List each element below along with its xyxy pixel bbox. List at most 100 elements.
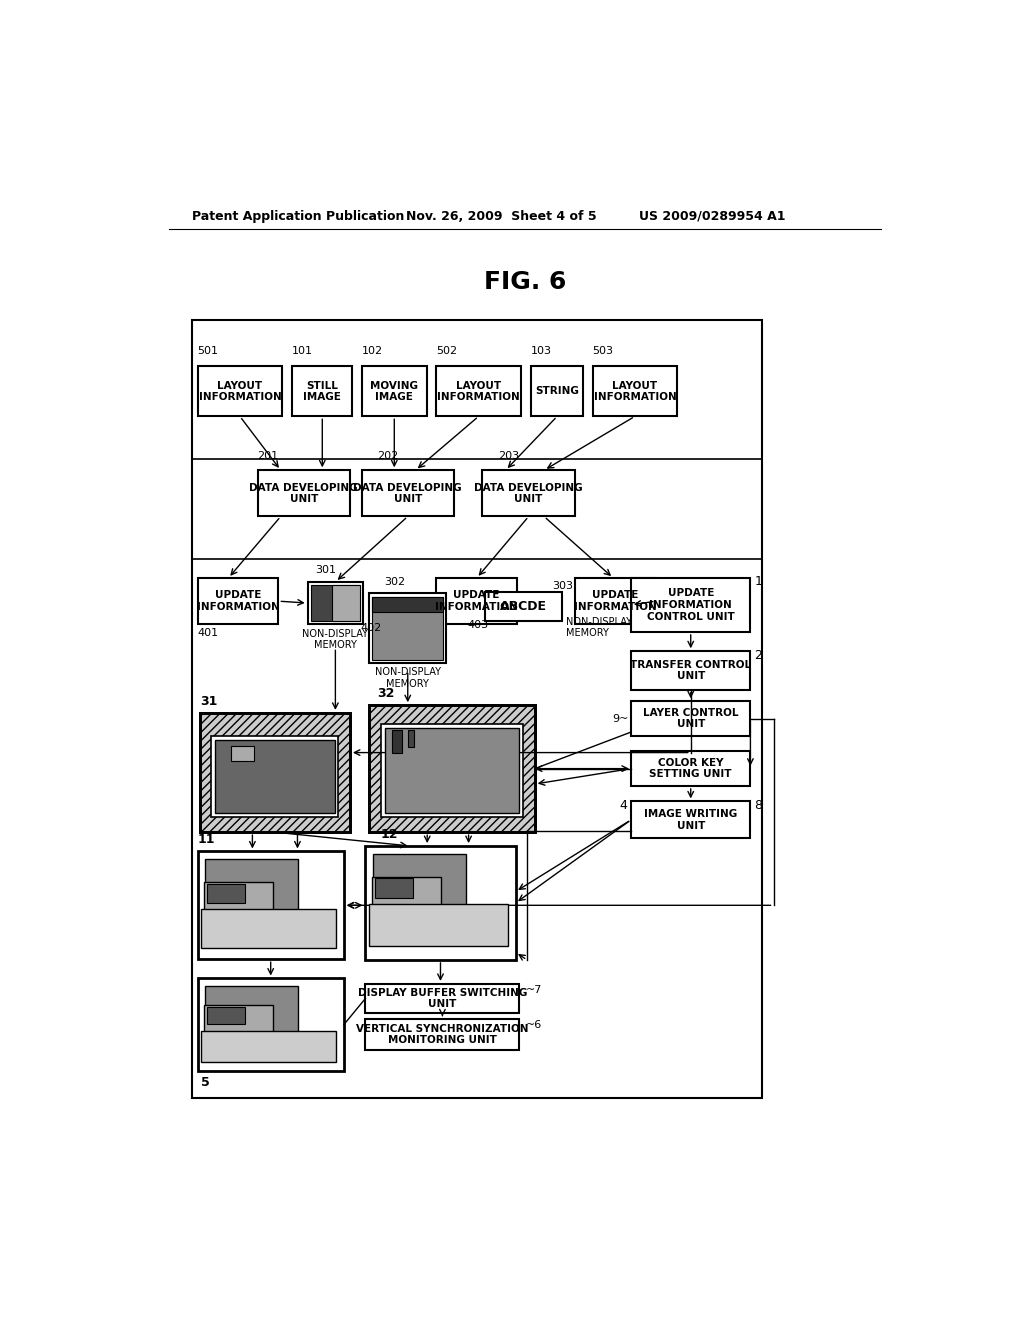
Bar bbox=[205, 986, 298, 1032]
Bar bbox=[436, 367, 521, 416]
Text: STRING: STRING bbox=[536, 387, 580, 396]
Text: DISPLAY BUFFER SWITCHING
UNIT: DISPLAY BUFFER SWITCHING UNIT bbox=[357, 987, 527, 1010]
Text: UPDATE
INFORMATION: UPDATE INFORMATION bbox=[435, 590, 518, 612]
Text: 401: 401 bbox=[198, 628, 219, 639]
Bar bbox=[361, 470, 454, 516]
Bar bbox=[385, 729, 519, 813]
Text: VERTICAL SYNCHRONIZATION
MONITORING UNIT: VERTICAL SYNCHRONIZATION MONITORING UNIT bbox=[356, 1024, 528, 1045]
Bar bbox=[593, 367, 677, 416]
Bar bbox=[381, 725, 523, 817]
Text: 12: 12 bbox=[381, 828, 398, 841]
Text: 303: 303 bbox=[552, 581, 572, 591]
Bar bbox=[482, 470, 574, 516]
Bar bbox=[198, 578, 279, 624]
Bar bbox=[373, 854, 466, 908]
Text: 32: 32 bbox=[377, 686, 394, 700]
Bar bbox=[198, 978, 344, 1071]
Bar bbox=[373, 597, 443, 612]
Text: 103: 103 bbox=[531, 346, 552, 356]
Text: 502: 502 bbox=[436, 346, 458, 356]
Text: COLOR KEY
SETTING UNIT: COLOR KEY SETTING UNIT bbox=[649, 758, 732, 779]
Text: STILL
IMAGE: STILL IMAGE bbox=[303, 380, 341, 403]
Text: 4: 4 bbox=[620, 799, 628, 812]
Bar bbox=[631, 651, 751, 689]
Text: ~6: ~6 bbox=[525, 1020, 542, 1031]
Bar bbox=[631, 578, 751, 632]
Text: 503: 503 bbox=[593, 346, 613, 356]
Text: Patent Application Publication: Patent Application Publication bbox=[193, 210, 404, 223]
Bar bbox=[366, 983, 519, 1014]
Bar bbox=[366, 846, 515, 960]
Bar bbox=[574, 578, 655, 624]
Bar bbox=[372, 876, 441, 919]
Text: UPDATE
INFORMATION: UPDATE INFORMATION bbox=[573, 590, 656, 612]
Bar bbox=[361, 367, 427, 416]
Bar bbox=[408, 730, 414, 747]
Bar bbox=[230, 746, 254, 762]
Bar bbox=[631, 751, 751, 785]
Text: 101: 101 bbox=[292, 346, 313, 356]
Text: 301: 301 bbox=[315, 565, 336, 576]
Bar bbox=[202, 1031, 336, 1061]
Bar bbox=[193, 321, 762, 1098]
Text: NON-DISPLAY
MEMORY: NON-DISPLAY MEMORY bbox=[302, 628, 369, 651]
Bar bbox=[204, 1006, 273, 1044]
Bar bbox=[370, 705, 535, 832]
Bar bbox=[202, 909, 336, 948]
Bar bbox=[370, 594, 446, 663]
Bar bbox=[366, 1019, 519, 1051]
Text: 5: 5 bbox=[202, 1076, 210, 1089]
Bar bbox=[333, 585, 360, 622]
Text: 1: 1 bbox=[755, 576, 762, 589]
Bar bbox=[631, 801, 751, 838]
Bar bbox=[531, 367, 584, 416]
Text: NON-DISPLAY
MEMORY: NON-DISPLAY MEMORY bbox=[565, 616, 632, 638]
Bar bbox=[392, 730, 401, 752]
Bar bbox=[307, 582, 364, 624]
Text: 203: 203 bbox=[498, 451, 519, 462]
Bar bbox=[200, 713, 350, 832]
Bar bbox=[198, 367, 283, 416]
Text: UPDATE
INFORMATION: UPDATE INFORMATION bbox=[197, 590, 280, 612]
Bar bbox=[211, 737, 339, 817]
Bar bbox=[310, 585, 360, 622]
Bar bbox=[484, 591, 562, 622]
Text: DATA DEVELOPING
UNIT: DATA DEVELOPING UNIT bbox=[474, 483, 583, 504]
Text: UPDATE
INFORMATION
CONTROL UNIT: UPDATE INFORMATION CONTROL UNIT bbox=[647, 589, 734, 622]
Text: 201: 201 bbox=[258, 451, 279, 462]
Bar bbox=[205, 859, 298, 913]
Text: LAYOUT
INFORMATION: LAYOUT INFORMATION bbox=[437, 380, 520, 403]
Text: 402: 402 bbox=[360, 623, 381, 634]
Text: LAYER CONTROL
UNIT: LAYER CONTROL UNIT bbox=[643, 708, 738, 730]
Text: Nov. 26, 2009  Sheet 4 of 5: Nov. 26, 2009 Sheet 4 of 5 bbox=[407, 210, 597, 223]
Text: 31: 31 bbox=[200, 694, 217, 708]
Text: US 2009/0289954 A1: US 2009/0289954 A1 bbox=[639, 210, 785, 223]
Bar bbox=[370, 904, 508, 946]
Text: 11: 11 bbox=[198, 833, 215, 846]
Bar bbox=[631, 701, 751, 737]
Bar bbox=[258, 470, 350, 516]
Text: 202: 202 bbox=[377, 451, 398, 462]
Bar bbox=[370, 705, 535, 832]
Text: 102: 102 bbox=[361, 346, 383, 356]
Bar bbox=[204, 882, 273, 924]
Text: DATA DEVELOPING
UNIT: DATA DEVELOPING UNIT bbox=[250, 483, 358, 504]
Text: ~7: ~7 bbox=[525, 985, 542, 995]
Bar bbox=[292, 367, 352, 416]
Bar bbox=[200, 713, 350, 832]
Bar bbox=[207, 884, 246, 903]
Text: 302: 302 bbox=[385, 577, 406, 587]
Text: MOVING
IMAGE: MOVING IMAGE bbox=[371, 380, 418, 403]
Bar bbox=[375, 878, 413, 898]
Text: NON-DISPLAY
MEMORY: NON-DISPLAY MEMORY bbox=[375, 668, 440, 689]
Bar bbox=[207, 1007, 246, 1024]
Text: 9~: 9~ bbox=[611, 714, 628, 723]
Text: LAYOUT
INFORMATION: LAYOUT INFORMATION bbox=[199, 380, 282, 403]
Bar bbox=[215, 739, 335, 813]
Text: LAYOUT
INFORMATION: LAYOUT INFORMATION bbox=[594, 380, 676, 403]
Bar bbox=[436, 578, 517, 624]
Bar bbox=[373, 597, 443, 660]
Text: IMAGE WRITING
UNIT: IMAGE WRITING UNIT bbox=[644, 809, 737, 830]
Text: 501: 501 bbox=[198, 346, 218, 356]
Text: 2: 2 bbox=[755, 648, 762, 661]
